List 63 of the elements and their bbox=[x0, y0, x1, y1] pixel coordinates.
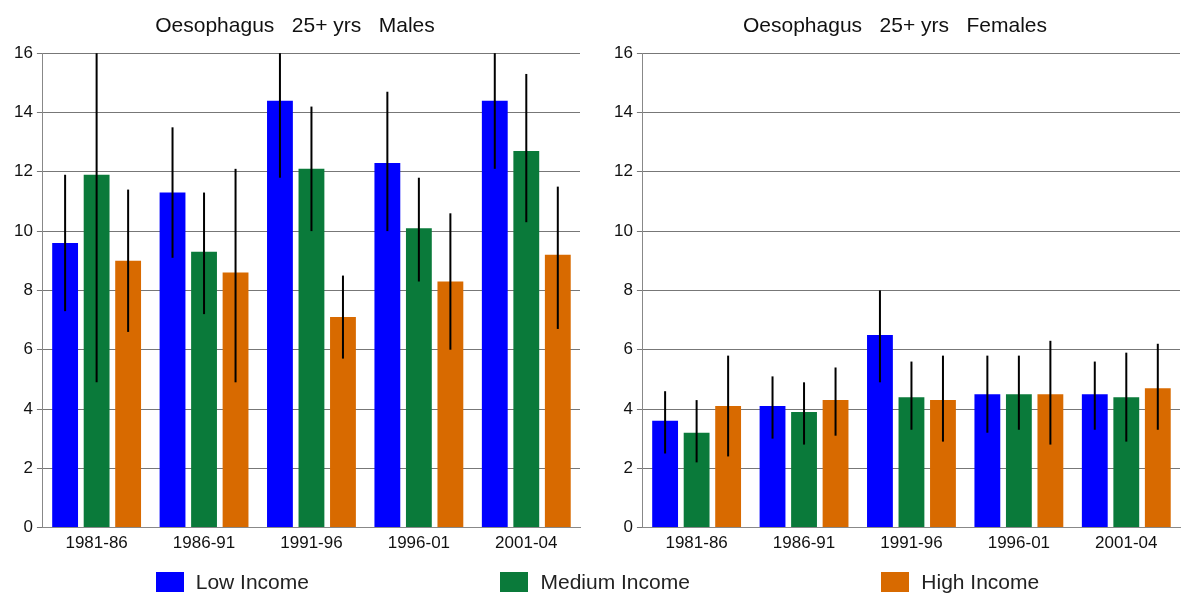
y-tick-label: 12 bbox=[13, 161, 33, 181]
bar bbox=[481, 100, 508, 528]
bar bbox=[1005, 394, 1032, 528]
x-tick-label: 1996-01 bbox=[987, 533, 1051, 553]
bar bbox=[1037, 394, 1064, 528]
bar bbox=[683, 432, 710, 528]
y-tick-label: 12 bbox=[613, 161, 633, 181]
y-tick-label: 2 bbox=[23, 457, 33, 477]
y-tick-label: 10 bbox=[613, 220, 633, 240]
bar bbox=[222, 272, 249, 528]
bar bbox=[513, 151, 540, 528]
y-tick-label: 0 bbox=[623, 517, 633, 537]
bar bbox=[822, 400, 849, 528]
bar bbox=[1113, 397, 1140, 528]
x-tick-label: 1986-91 bbox=[172, 533, 236, 553]
x-tick-label: 1986-91 bbox=[772, 533, 836, 553]
bar bbox=[374, 162, 401, 528]
y-tick-label: 8 bbox=[623, 280, 633, 300]
y-tick-label: 10 bbox=[13, 220, 33, 240]
y-tick-label: 6 bbox=[23, 339, 33, 359]
y-tick-label: 2 bbox=[623, 457, 633, 477]
y-tick-label: 4 bbox=[623, 398, 633, 418]
x-tick-label: 1996-01 bbox=[387, 533, 451, 553]
bar bbox=[791, 411, 817, 528]
legend-label: Low Income bbox=[195, 570, 309, 594]
bar bbox=[974, 394, 1001, 528]
x-tick-label: 1991-96 bbox=[280, 533, 343, 553]
bar bbox=[930, 400, 956, 528]
bar bbox=[405, 228, 432, 528]
bar bbox=[437, 281, 464, 528]
bar bbox=[898, 397, 925, 528]
bar bbox=[298, 168, 325, 528]
y-tick-label: 6 bbox=[623, 339, 633, 359]
bar bbox=[715, 406, 742, 528]
bar bbox=[544, 254, 571, 528]
chart-title: Oesophagus 25+ yrs Females bbox=[742, 13, 1048, 37]
x-tick-label: 1991-96 bbox=[880, 533, 943, 553]
bar bbox=[1144, 388, 1171, 528]
bar bbox=[115, 260, 142, 528]
y-tick-label: 14 bbox=[613, 102, 633, 122]
y-tick-label: 16 bbox=[613, 42, 633, 62]
bar bbox=[267, 100, 293, 528]
y-tick-label: 8 bbox=[23, 280, 33, 300]
bar bbox=[191, 251, 217, 528]
y-tick-label: 16 bbox=[13, 42, 33, 62]
bar bbox=[1081, 394, 1108, 528]
bar bbox=[652, 420, 679, 528]
bar bbox=[52, 242, 79, 528]
bar bbox=[759, 406, 786, 528]
chart-title: Oesophagus 25+ yrs Males bbox=[155, 13, 435, 37]
x-tick-label: 2001-04 bbox=[1095, 533, 1158, 553]
bar bbox=[83, 174, 110, 528]
bar bbox=[159, 192, 186, 528]
legend-label: Medium Income bbox=[540, 570, 690, 594]
y-tick-label: 4 bbox=[23, 398, 33, 418]
bar bbox=[330, 317, 356, 528]
y-tick-label: 0 bbox=[23, 517, 33, 537]
bar bbox=[867, 334, 893, 528]
y-tick-label: 14 bbox=[13, 102, 33, 122]
legend-label: High Income bbox=[921, 570, 1040, 594]
x-tick-label: 2001-04 bbox=[495, 533, 558, 553]
x-tick-label: 1981-86 bbox=[665, 533, 728, 553]
x-tick-label: 1981-86 bbox=[65, 533, 128, 553]
